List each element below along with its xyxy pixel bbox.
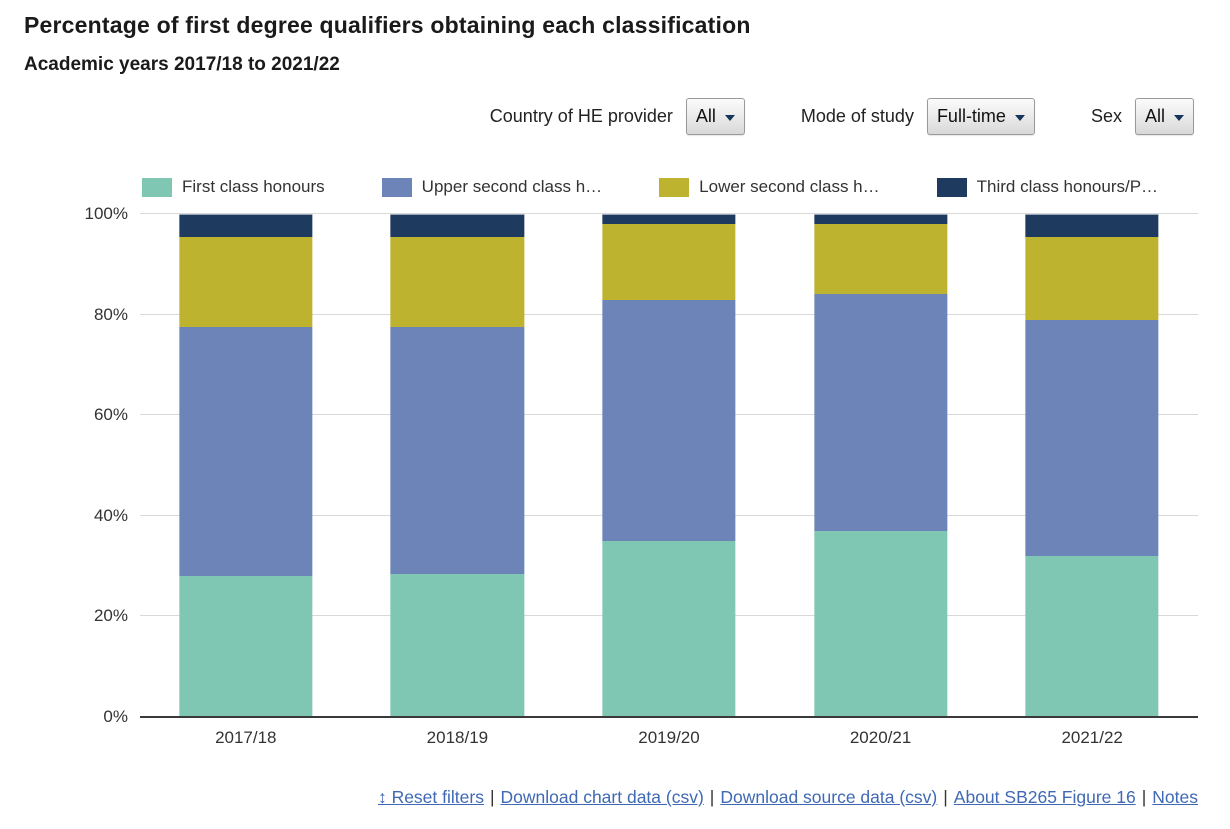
y-tick-label: 60% <box>93 405 128 425</box>
bars <box>140 214 1198 717</box>
bar-segment[interactable] <box>390 573 525 717</box>
legend-swatch-icon <box>936 177 967 197</box>
footer-link[interactable]: About SB265 Figure 16 <box>953 787 1136 807</box>
bar-segment[interactable] <box>813 224 948 295</box>
stacked-bar-2018-19 <box>390 214 525 717</box>
stacked-bar-chart: 0% 20% 40% 60% 80% 100% 2017/18 2018/19 2019/20… <box>0 204 1230 774</box>
filter-sex: Sex All <box>1091 98 1194 135</box>
legend-swatch-icon <box>142 177 172 197</box>
chevron-down-icon <box>1014 114 1025 121</box>
y-tick-label: 80% <box>93 304 128 324</box>
y-tick-label: 0% <box>103 707 128 726</box>
filter-mode-dropdown[interactable]: Full-time <box>926 98 1035 135</box>
chevron-down-icon <box>724 114 735 121</box>
x-tick-label: 2017/18 <box>215 728 277 747</box>
page-subtitle: Academic years 2017/18 to 2021/22 <box>24 54 340 75</box>
filter-mode: Mode of study Full-time <box>801 98 1035 135</box>
footer-link[interactable]: Download source data (csv) <box>720 787 938 807</box>
bar-segment[interactable] <box>1025 319 1159 557</box>
gridline <box>140 213 1198 214</box>
bar-segment[interactable] <box>179 236 313 328</box>
chart-legend: First class honours Upper second class h…… <box>142 177 1158 197</box>
legend-swatch-icon <box>381 177 412 197</box>
bar-segment[interactable] <box>813 294 948 531</box>
filter-country: Country of HE provider All <box>490 98 745 135</box>
footer-link[interactable]: Notes <box>1152 787 1198 807</box>
bar-segment[interactable] <box>813 214 948 225</box>
bar-segment[interactable] <box>390 236 525 328</box>
footer-separator: | <box>709 787 715 807</box>
legend-swatch-icon <box>659 177 690 197</box>
bar-slot <box>140 214 352 717</box>
bar-segment[interactable] <box>1025 236 1159 320</box>
plot-area <box>140 213 1198 718</box>
y-tick-label: 100% <box>84 204 128 223</box>
footer-separator: | <box>943 787 948 807</box>
filter-sex-dropdown[interactable]: All <box>1134 98 1194 135</box>
bar-segment[interactable] <box>390 327 525 574</box>
bar-segment[interactable] <box>179 214 313 237</box>
footer-link[interactable]: Download chart data (csv) <box>500 787 704 807</box>
bar-segment[interactable] <box>602 224 736 300</box>
footer-link[interactable]: ↕ Reset filters <box>377 787 484 807</box>
filter-sex-value: All <box>1144 106 1165 126</box>
legend-item[interactable]: Lower second class h… <box>659 177 880 197</box>
footer-separator: | <box>1141 787 1147 807</box>
bar-segment[interactable] <box>602 214 736 225</box>
bar-segment[interactable] <box>602 299 736 541</box>
legend-item[interactable]: First class honours <box>142 177 325 197</box>
filter-bar: Country of HE provider All Mode of study… <box>490 98 1194 135</box>
bar-segment[interactable] <box>602 540 736 717</box>
bar-slot <box>775 214 987 717</box>
x-tick-label: 2018/19 <box>426 728 489 747</box>
footer-links: ↕ Reset filters | Download chart data (csv… <box>0 787 1198 808</box>
legend-label: Upper second class h… <box>421 177 603 196</box>
x-tick-label: 2019/20 <box>638 728 700 747</box>
y-axis: 0% 20% 40% 60% 80% 100% <box>0 204 128 726</box>
bar-segment[interactable] <box>179 327 313 577</box>
x-tick-label: 2021/22 <box>1061 728 1123 747</box>
bar-segment[interactable] <box>813 530 948 717</box>
reset-icon: ↕ <box>377 787 392 807</box>
bar-segment[interactable] <box>1025 214 1159 237</box>
legend-label: Third class honours/P… <box>976 177 1159 196</box>
x-axis-labels: 2017/18 2018/19 2019/20 2020/21 2021/22 <box>140 728 1198 748</box>
stacked-bar-2017-18 <box>179 214 313 717</box>
filter-mode-label: Mode of study <box>800 106 914 126</box>
bar-segment[interactable] <box>1025 556 1159 717</box>
filter-country-label: Country of HE provider <box>489 106 673 126</box>
legend-item[interactable]: Third class honours/P… <box>936 177 1159 197</box>
filter-country-dropdown[interactable]: All <box>685 98 745 135</box>
y-tick-label: 40% <box>93 505 128 525</box>
bar-slot <box>352 214 564 717</box>
page-title: Percentage of first degree qualifiers ob… <box>24 12 751 38</box>
y-tick-label: 20% <box>93 606 128 626</box>
filter-sex-label: Sex <box>1090 106 1122 126</box>
x-tick-label: 2020/21 <box>849 728 912 747</box>
bar-segment[interactable] <box>179 576 313 717</box>
stacked-bar-2019-20 <box>602 214 736 717</box>
legend-label: Lower second class h… <box>699 177 880 196</box>
stacked-bar-2021-22 <box>1025 214 1159 717</box>
legend-label: First class honours <box>182 177 325 196</box>
bar-slot <box>563 214 775 717</box>
filter-country-value: All <box>695 106 716 126</box>
stacked-bar-2020-21 <box>813 214 948 717</box>
bar-slot <box>986 214 1198 717</box>
legend-item[interactable]: Upper second class h… <box>381 177 603 197</box>
filter-mode-value: Full-time <box>936 106 1006 126</box>
chevron-down-icon <box>1174 114 1184 121</box>
bar-segment[interactable] <box>390 214 525 237</box>
footer-separator: | <box>489 787 495 807</box>
x-axis-line <box>140 716 1198 718</box>
